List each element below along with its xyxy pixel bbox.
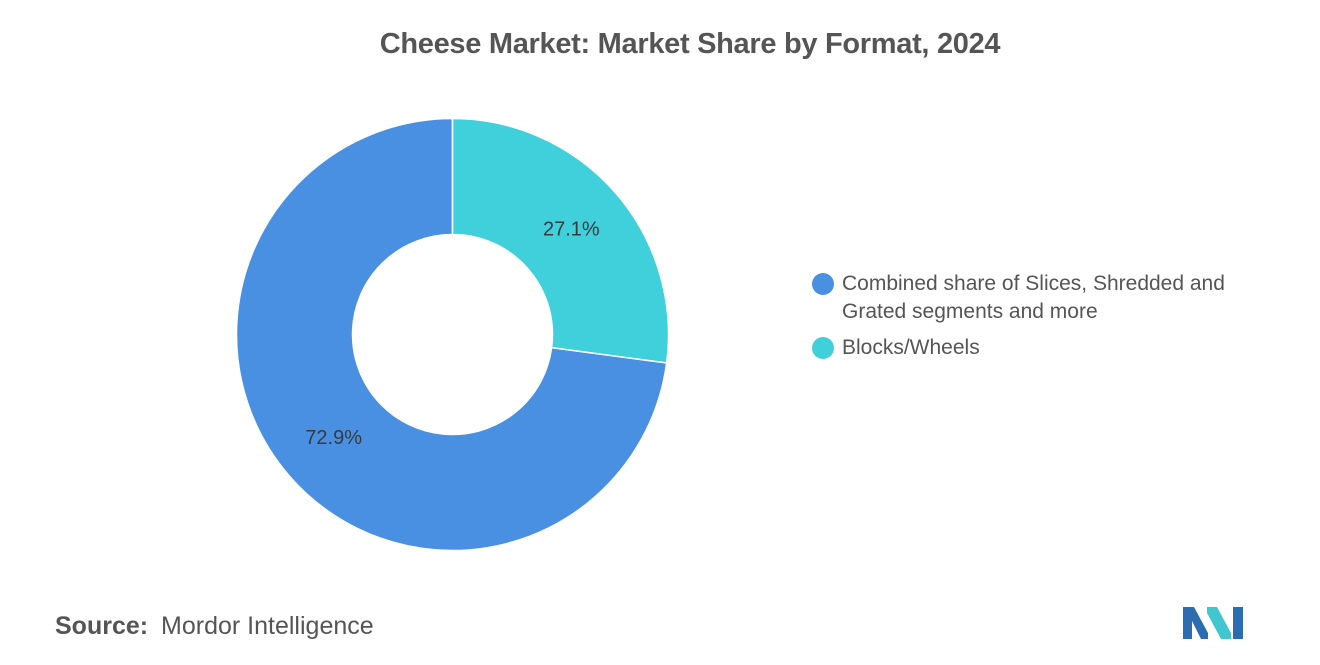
slice-blocks-wheels[interactable] [451, 117, 670, 364]
slice-label-combined-share: 72.9% [305, 427, 362, 449]
slice-label-blocks-wheels: 27.1% [543, 219, 600, 241]
legend-label-blocks-wheels: Blocks/Wheels [842, 336, 980, 359]
source-label: Source: [55, 612, 149, 640]
slice-combined-share[interactable] [235, 117, 668, 552]
legend-item-combined-share[interactable]: Combined share of Slices, Shredded and G… [812, 270, 1282, 326]
logo-shape-left [1183, 607, 1208, 639]
source-note: Source: Mordor Intelligence [55, 612, 374, 641]
legend-swatch-blocks-wheels [812, 337, 834, 359]
legend-swatch-combined-share [812, 273, 834, 295]
source-value: Mordor Intelligence [161, 612, 374, 640]
mordor-intelligence-logo-icon [1183, 607, 1243, 639]
donut-chart: 72.9% 27.1% [235, 117, 670, 552]
logo-shape-right [1233, 607, 1243, 639]
legend-item-blocks-wheels[interactable]: Blocks/Wheels [812, 334, 1282, 362]
chart-legend: Combined share of Slices, Shredded and G… [812, 270, 1282, 370]
chart-title: Cheese Market: Market Share by Format, 2… [379, 28, 1001, 60]
logo-shape-middle [1207, 607, 1231, 639]
legend-label-combined-share: Combined share of Slices, Shredded and G… [842, 272, 1225, 323]
